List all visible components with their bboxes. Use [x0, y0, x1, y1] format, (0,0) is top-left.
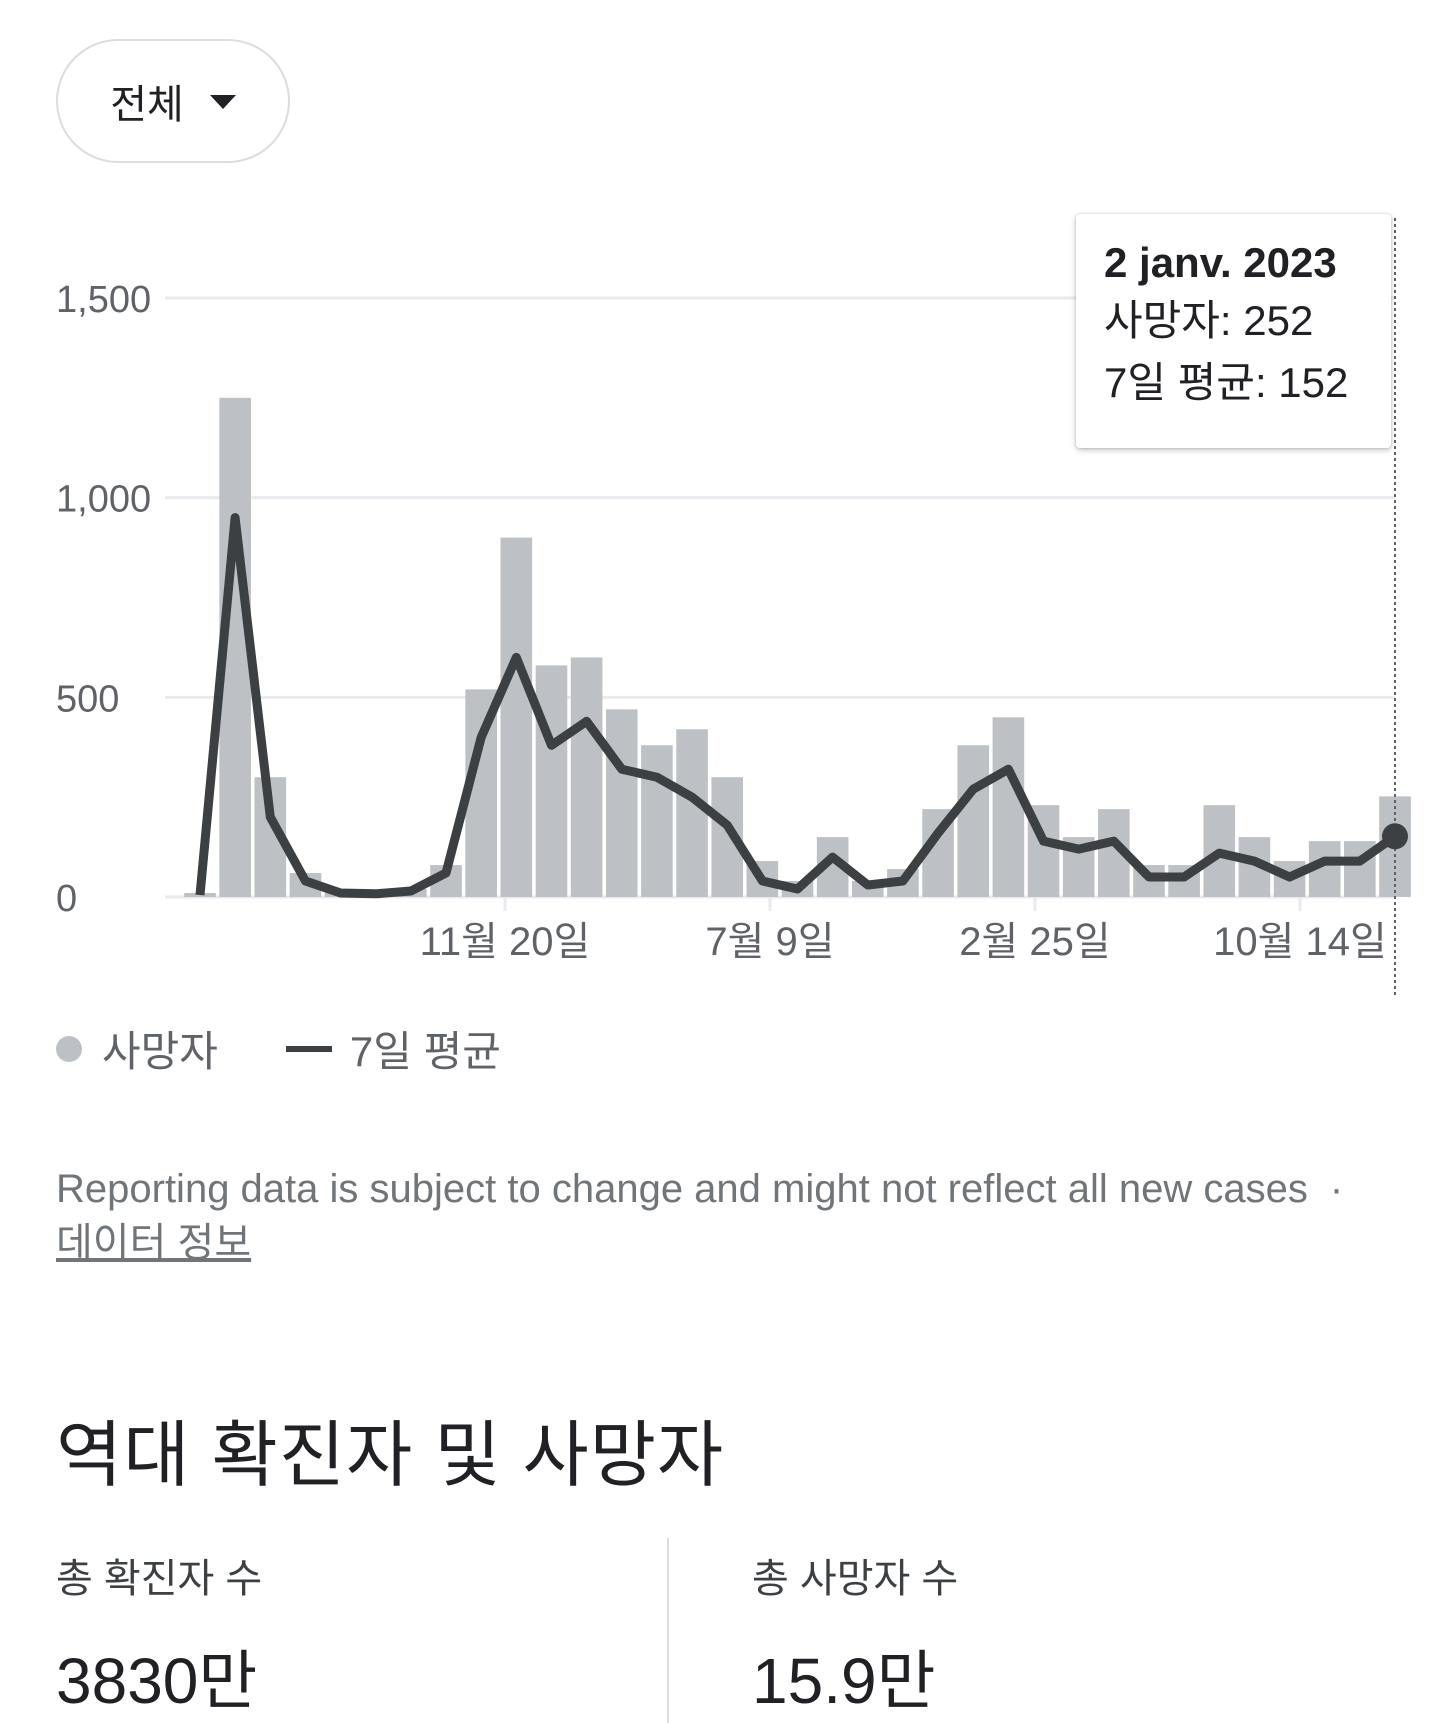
deaths-bar — [641, 745, 673, 897]
caret-down-icon — [209, 95, 236, 109]
region-filter-label: 전체 — [110, 83, 184, 127]
deaths-bars — [184, 397, 1411, 897]
deaths-bar — [570, 657, 603, 897]
x-tick-label: 10월 14일 — [1213, 920, 1387, 964]
deaths-bar — [676, 729, 708, 897]
disclaimer-text: Reporting data is subject to change and … — [56, 1167, 1308, 1211]
separator: · — [1329, 1167, 1344, 1211]
y-tick-label: 0 — [56, 878, 77, 920]
chart-tooltip: 2 janv. 2023 사망자: 252 7일 평균: 152 — [1076, 214, 1391, 448]
legend-deaths: 사망자 — [102, 1028, 218, 1075]
tooltip-deaths: 사망자: 252 — [1104, 297, 1314, 344]
deaths-bar — [535, 665, 568, 897]
bar-legend-swatch — [56, 1035, 82, 1062]
deaths-bar — [500, 537, 533, 897]
data-disclaimer: Reporting data is subject to change and … — [56, 1162, 1396, 1270]
deaths-bar — [184, 893, 216, 897]
seven-day-average-line — [195, 513, 1398, 899]
stats-divider — [667, 1538, 669, 1723]
chart-legend: 사망자 7일 평균 — [56, 1018, 501, 1079]
deaths-bar — [957, 745, 990, 897]
deaths-bar — [605, 709, 638, 897]
x-tick-label: 2월 25일 — [959, 920, 1110, 964]
hover-point — [1382, 823, 1408, 850]
y-axis-ticks: 0 500 1,000 1,500 — [56, 279, 151, 920]
tooltip-average: 7일 평균: 152 — [1104, 359, 1349, 406]
total-cases-stat: 총 확진자 수 3830만 — [56, 1546, 262, 1722]
deaths-chart[interactable]: 0 500 1,000 1,500 11월 20일 7월 9일 2월 25일 10월 14일 — [0, 200, 1440, 1010]
section-title: 역대 확진자 및 사망자 — [56, 1416, 725, 1496]
total-cases-label: 총 확진자 수 — [56, 1557, 263, 1601]
x-axis-ticks: 11월 20일 7월 9일 2월 25일 10월 14일 — [420, 897, 1387, 964]
legend-average: 7일 평균 — [349, 1028, 501, 1075]
x-tick-label: 7월 9일 — [705, 920, 834, 964]
total-deaths-stat: 총 사망자 수 15.9만 — [752, 1546, 958, 1722]
total-deaths-label: 총 사망자 수 — [752, 1557, 959, 1601]
y-tick-label: 1,500 — [56, 279, 151, 321]
line-legend-swatch — [285, 1045, 332, 1052]
x-tick-label: 11월 20일 — [420, 920, 591, 964]
total-cases-value: 3830만 — [56, 1645, 258, 1717]
tooltip-date: 2 janv. 2023 — [1104, 239, 1337, 286]
y-tick-label: 1,000 — [56, 479, 151, 521]
y-tick-label: 500 — [56, 678, 119, 720]
region-filter-dropdown[interactable]: 전체 — [56, 39, 290, 163]
deaths-bar — [992, 717, 1025, 897]
data-info-link[interactable]: 데이터 정보 — [56, 1221, 252, 1265]
total-deaths-value: 15.9만 — [752, 1645, 936, 1717]
